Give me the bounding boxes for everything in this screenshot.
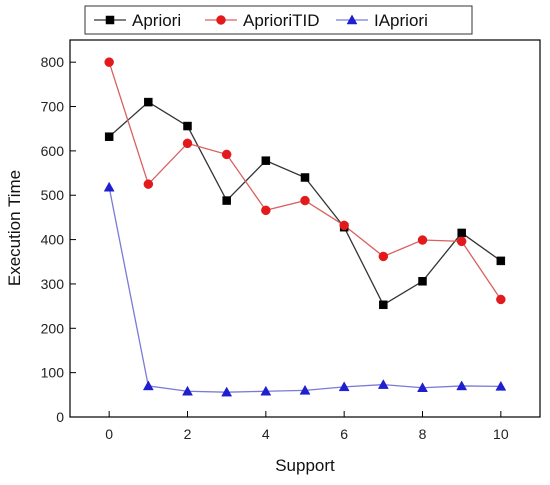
point-apriori [496, 256, 506, 266]
x-tick-label: 10 [493, 426, 509, 442]
point-aprioritid [456, 236, 467, 247]
x-tick-label: 6 [340, 426, 348, 442]
point-aprioritid [300, 195, 310, 206]
point-iapriori [417, 382, 428, 392]
plot-frame [69, 39, 541, 418]
x-tick-label: 2 [184, 426, 192, 442]
point-aprioritid [417, 235, 428, 245]
y-axis-title: Execution Time [5, 170, 24, 286]
x-tick-label: 0 [105, 426, 113, 442]
point-apriori [104, 132, 114, 141]
point-aprioritid [496, 294, 506, 305]
y-tick-label: 500 [41, 187, 65, 203]
point-iapriori [103, 181, 115, 192]
point-apriori [261, 156, 271, 165]
point-aprioritid [261, 205, 271, 216]
point-iapriori [338, 381, 350, 392]
y-tick-label: 400 [41, 232, 65, 248]
y-axis-ticks: 0 100 200 300 400 500 600 700 800 [41, 54, 76, 425]
point-iapriori [456, 380, 468, 391]
y-tick-label: 800 [41, 54, 65, 70]
x-axis-title: Support [275, 456, 335, 475]
legend-box [84, 5, 473, 35]
y-tick-label: 100 [41, 365, 65, 381]
point-iapriori [182, 385, 193, 396]
point-iapriori [377, 379, 389, 389]
point-aprioritid [339, 220, 349, 231]
point-aprioritid [104, 57, 114, 67]
point-aprioritid [143, 179, 154, 189]
point-apriori [418, 277, 427, 286]
point-apriori [144, 97, 153, 107]
y-tick-label: 200 [41, 320, 65, 336]
y-tick-label: 300 [41, 276, 65, 292]
point-apriori [379, 300, 388, 310]
legend-label-iapriori: IApriori [374, 11, 428, 30]
point-iapriori [495, 380, 507, 391]
series-line-iapriori [108, 187, 501, 393]
y-tick-label: 600 [41, 143, 65, 159]
x-axis-ticks: 0 2 4 6 8 10 [105, 411, 509, 442]
point-iapriori [221, 386, 233, 397]
x-tick-label: 4 [262, 426, 270, 442]
legend-marker-aprioritid [216, 15, 226, 25]
x-tick-label: 8 [419, 426, 427, 442]
point-apriori [457, 228, 466, 238]
series-lines [108, 61, 502, 393]
point-apriori [222, 196, 231, 205]
point-iapriori [299, 384, 311, 395]
point-aprioritid [221, 149, 232, 160]
y-tick-label: 700 [41, 99, 65, 115]
legend-label-apriori: Apriori [132, 11, 181, 30]
point-apriori [300, 173, 310, 182]
legend-marker-apriori [105, 15, 115, 25]
series-markers [103, 57, 507, 397]
point-apriori [183, 121, 192, 131]
point-aprioritid [378, 251, 389, 262]
point-aprioritid [182, 138, 193, 149]
legend: Apriori AprioriTID IApriori [84, 5, 473, 35]
point-iapriori [260, 385, 272, 396]
legend-marker-iapriori [346, 14, 358, 25]
y-tick-label: 0 [56, 409, 64, 425]
legend-label-aprioritid: AprioriTID [243, 11, 320, 30]
point-iapriori [142, 380, 154, 391]
